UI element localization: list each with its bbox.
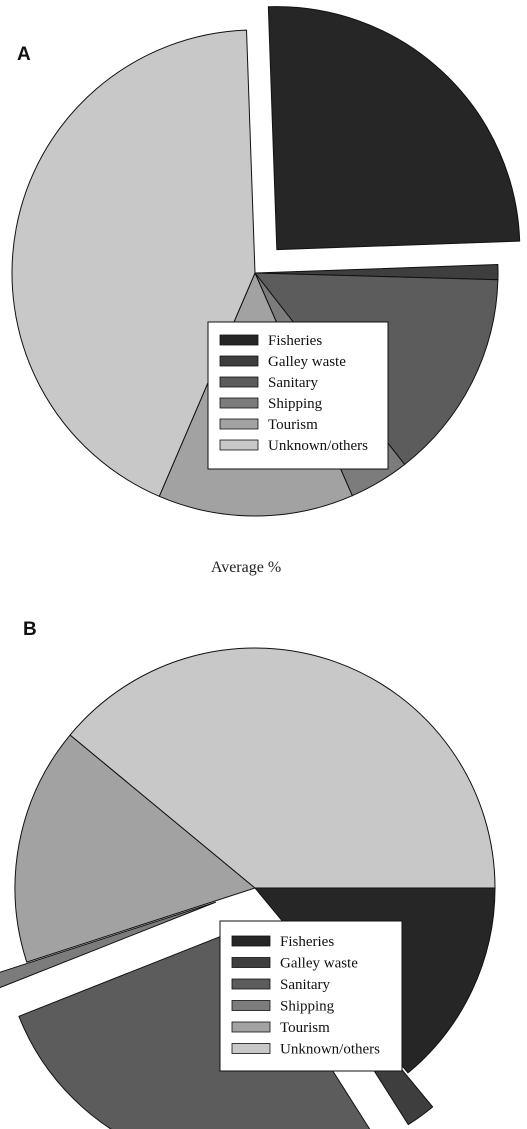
legend-swatch-unknown-others-b	[231, 1043, 271, 1054]
legend-items-b: Fisheries Galley waste Sanitary Shipping Tou…	[231, 934, 380, 1058]
legend-box-a	[207, 321, 389, 470]
panel-label-b: B	[23, 619, 37, 640]
legend-label-fisheries-b: Fisheries	[280, 934, 334, 950]
legend-swatch-tourism-a	[219, 418, 259, 430]
legend-a: Fisheries Galley waste Sanitary Shipping Tou…	[207, 321, 389, 470]
legend-swatch-sanitary-b	[231, 978, 271, 990]
legend-label-galley-waste-a: Galley waste	[268, 354, 346, 370]
pie-slice-tourism-b	[14, 734, 256, 963]
legend-label-unknown-others-b: Unknown/others	[280, 1042, 380, 1058]
legend-swatch-fisheries-b	[231, 935, 271, 947]
legend-swatch-fisheries-a	[219, 334, 259, 346]
legend-label-shipping-a: Shipping	[268, 396, 323, 412]
legend-swatch-tourism-b	[231, 1021, 271, 1033]
legend-label-tourism-b: Tourism	[280, 1020, 330, 1036]
pie-chart-b: B Fisheries Galley waste Sanitary Shipping T…	[0, 619, 496, 1129]
legend-label-galley-waste-b: Galley waste	[280, 956, 358, 972]
pie-slice-shipping-b	[0, 901, 216, 989]
chart-caption: Average %	[211, 559, 281, 576]
pie-slice-unknown-others-b	[69, 647, 496, 889]
legend-swatch-shipping-b	[231, 1000, 271, 1011]
legend-label-sanitary-b: Sanitary	[280, 977, 330, 993]
legend-b: Fisheries Galley waste Sanitary Shipping Tou…	[219, 920, 403, 1072]
legend-swatch-unknown-others-a	[219, 439, 259, 451]
pie-slice-fisheries-a	[267, 6, 521, 251]
pie-chart-a: A Fisheries Galley waste Sanitary Shipping T…	[11, 6, 521, 517]
pie-slice-unknown-others-a	[11, 29, 256, 497]
legend-label-unknown-others-a: Unknown/others	[268, 438, 368, 454]
legend-swatch-shipping-a	[219, 397, 259, 409]
legend-swatch-sanitary-a	[219, 376, 259, 388]
legend-items-a: Fisheries Galley waste Sanitary Shipping Tou…	[219, 333, 368, 454]
legend-label-sanitary-a: Sanitary	[268, 375, 318, 391]
legend-label-shipping-b: Shipping	[280, 999, 335, 1015]
legend-swatch-galley-waste-a	[219, 355, 259, 367]
legend-label-fisheries-a: Fisheries	[268, 333, 322, 349]
panel-label-a: A	[17, 44, 31, 65]
pie-slice-sanitary-b	[18, 927, 371, 1129]
legend-swatch-galley-waste-b	[231, 957, 271, 968]
legend-label-tourism-a: Tourism	[268, 417, 318, 433]
